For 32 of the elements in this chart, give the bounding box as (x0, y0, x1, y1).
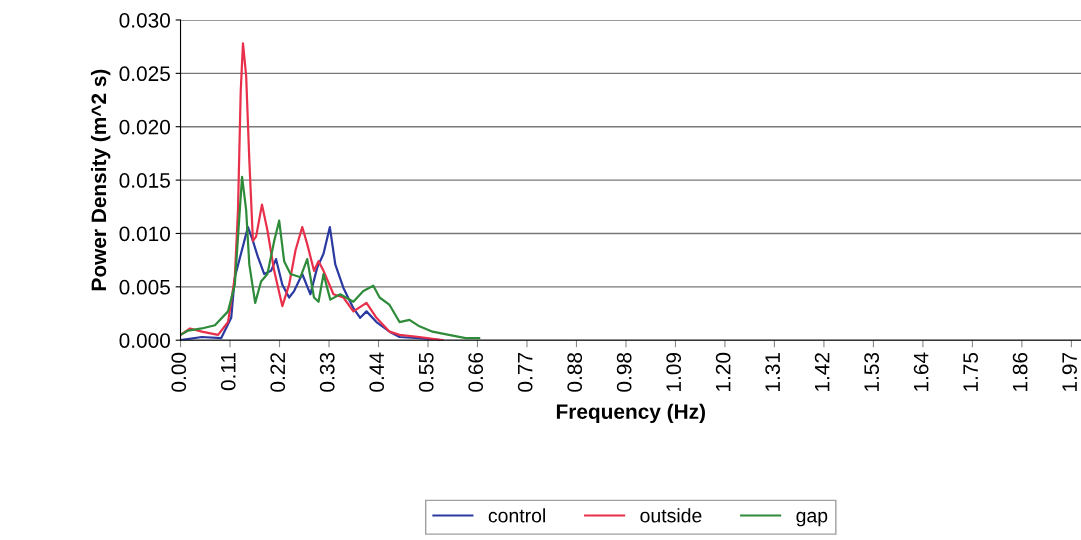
y-tick-label: 0.030 (119, 12, 170, 28)
x-tick-label: 1.64 (913, 352, 929, 391)
line-series (180, 175, 481, 340)
x-tick-label: 0.88 (567, 352, 583, 392)
x-tick-label: 1.20 (715, 352, 731, 391)
x-tick-label: 0.44 (369, 352, 385, 392)
legend-label: gap (796, 511, 828, 527)
x-tick-label: 0.55 (418, 352, 434, 392)
y-tick-label: 0.025 (119, 66, 170, 82)
legend-label: control (488, 508, 545, 523)
legend-label: outside (640, 508, 702, 523)
x-tick-label: 1.86 (1012, 352, 1028, 391)
x-tick-label: 1.97 (1062, 353, 1077, 391)
y-tick-label: 0.000 (119, 333, 170, 348)
x-tick-label: 1.31 (765, 353, 781, 391)
y-tick-label: 0.020 (119, 119, 170, 135)
y-tick-label: 0.010 (119, 226, 170, 242)
x-tick-label: 0.22 (270, 353, 286, 392)
x-tick-label: 1.42 (814, 353, 830, 391)
x-tick-label: 1.09 (666, 352, 682, 391)
x-tick-label: 1.53 (864, 352, 880, 391)
x-axis-title: Frequency (Hz) (556, 403, 705, 424)
x-tick-label: 0.77 (517, 353, 533, 392)
x-tick-label: 0.98 (616, 352, 632, 392)
x-tick-label: 1.75 (963, 352, 978, 391)
x-tick-label: 0.11 (220, 353, 236, 391)
x-tick-label: 0.33 (319, 352, 335, 392)
x-tick-label: 0.66 (468, 352, 484, 392)
x-tick-label: 0.00 (171, 352, 187, 392)
y-tick-label: 0.015 (119, 173, 170, 188)
y-axis-title: Power Density (m^2 s) (90, 69, 111, 291)
y-tick-label: 0.005 (119, 279, 170, 295)
